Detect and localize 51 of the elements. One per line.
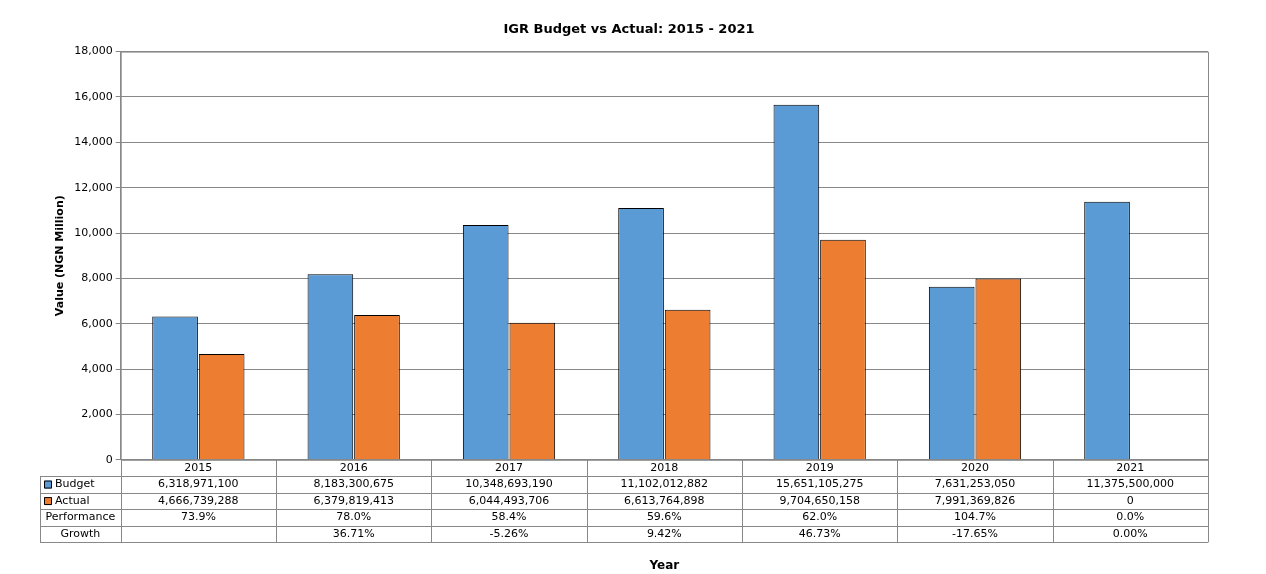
y-tick-label: 6,000 [81, 316, 113, 330]
x-tick-label: 2019 [805, 461, 834, 475]
y-tick-label: 0 [105, 452, 113, 466]
text: 104.7% [954, 510, 996, 524]
y-tick-label: 4,000 [81, 361, 113, 375]
chart-title: IGR Budget vs Actual: 2015 - 2021 [503, 21, 755, 37]
y-axis-title: Value (NGN Million) [53, 195, 67, 317]
y-tick-label: 16,000 [74, 89, 113, 103]
text: Performance [45, 510, 116, 524]
x-tick-label: 2015 [184, 461, 213, 475]
y-tick-label: 8,000 [81, 271, 113, 285]
text: 4,666,739,288 [158, 493, 239, 507]
x-tick-label: 2016 [339, 461, 368, 475]
text: 62.0% [802, 510, 838, 524]
text: 9,704,650,158 [779, 493, 860, 507]
text: 0.0% [1116, 510, 1145, 524]
text: 7,991,369,826 [934, 493, 1016, 507]
text: 78.0% [336, 510, 372, 524]
text: 59.6% [646, 510, 682, 524]
text: Year [648, 558, 680, 573]
text: 6,379,819,413 [313, 493, 394, 507]
legend-label: Budget [55, 477, 96, 491]
legend-label: Actual [55, 493, 90, 507]
text: 6,613,764,898 [624, 493, 705, 507]
text: 0 [1126, 493, 1134, 507]
x-tick-label: 2021 [1116, 461, 1145, 475]
text: -17.65% [952, 526, 998, 540]
text: 11,375,500,000 [1086, 477, 1175, 491]
y-tick-label: 12,000 [74, 180, 113, 194]
text: 10,348,693,190 [465, 477, 553, 491]
x-tick-label: 2018 [650, 461, 679, 475]
text: 7,631,253,050 [934, 477, 1016, 491]
x-tick-label: 2017 [495, 461, 524, 475]
y-tick-label: 14,000 [74, 135, 113, 149]
text: 9.42% [646, 526, 682, 540]
text: 6,318,971,100 [158, 477, 239, 491]
text: Growth [60, 526, 101, 540]
y-tick-label: 10,000 [74, 225, 113, 239]
text: 0.00% [1112, 526, 1148, 540]
text: 8,183,300,675 [313, 477, 394, 491]
text: 15,651,105,275 [775, 477, 864, 491]
text: 6,044,493,706 [468, 493, 550, 507]
y-tick-label: 2,000 [81, 407, 113, 421]
text: 11,102,012,882 [620, 477, 709, 491]
text: 36.71% [332, 526, 375, 540]
text: 58.4% [491, 510, 527, 524]
text: -5.26% [489, 526, 529, 540]
x-tick-label: 2020 [961, 461, 989, 475]
y-tick-label: 18,000 [74, 44, 113, 58]
text: 46.73% [798, 526, 841, 540]
text: 73.9% [180, 510, 216, 524]
